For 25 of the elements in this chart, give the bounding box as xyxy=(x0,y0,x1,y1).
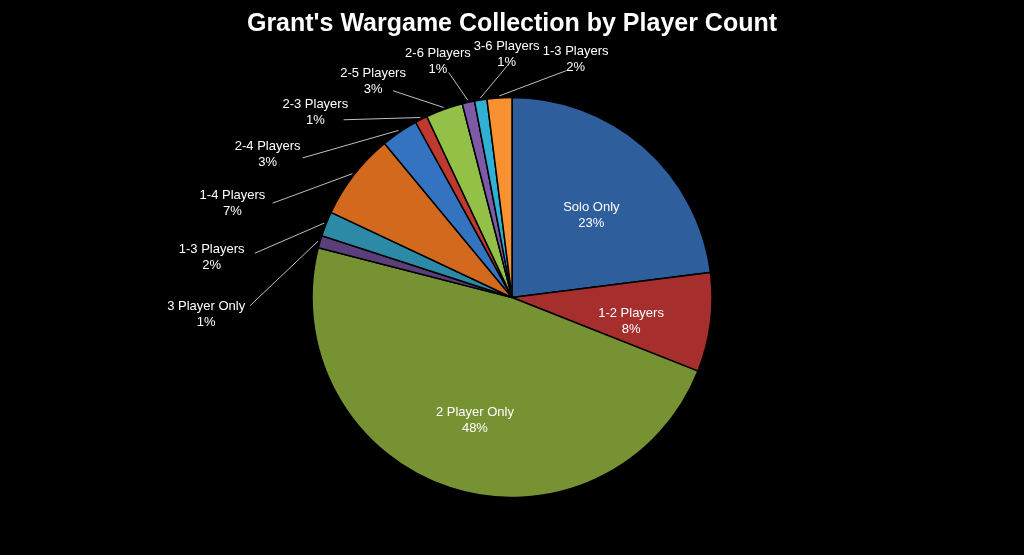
data-label: 48% xyxy=(461,419,489,435)
slice-label: 1-4 Players xyxy=(199,187,266,202)
data-label: 1% xyxy=(497,53,517,69)
slice-label: 2-4 Players xyxy=(234,137,301,153)
data-label: 23% xyxy=(578,215,605,231)
chart-title: Grant's Wargame Collection by Player Count xyxy=(246,7,778,36)
slice-label: 2 Player Only xyxy=(435,403,515,419)
slice-label: 3 Player Only xyxy=(167,298,246,314)
slice-label: 1-3 Players xyxy=(178,241,245,257)
slice-label: 2-6 Players xyxy=(405,44,472,60)
slice-label: 1-2 Players xyxy=(598,304,665,320)
data-label: 8% xyxy=(621,320,641,336)
slice-label: 2-5 Players xyxy=(340,64,407,80)
data-label: 1% xyxy=(196,314,217,330)
data-label: 1% xyxy=(428,60,448,76)
data-label: 3% xyxy=(363,80,383,96)
slice-label: 3-6 Players xyxy=(473,37,541,53)
slice-label: 2-3 Players xyxy=(282,96,349,112)
slice-label: Solo Only xyxy=(563,199,621,215)
data-label: 3% xyxy=(258,153,278,169)
data-label: 2% xyxy=(566,59,586,75)
data-label: 2% xyxy=(202,257,222,273)
data-label: 7% xyxy=(223,203,243,218)
data-label: 1% xyxy=(305,112,326,128)
slice-label: 1-3 Players xyxy=(542,43,609,59)
